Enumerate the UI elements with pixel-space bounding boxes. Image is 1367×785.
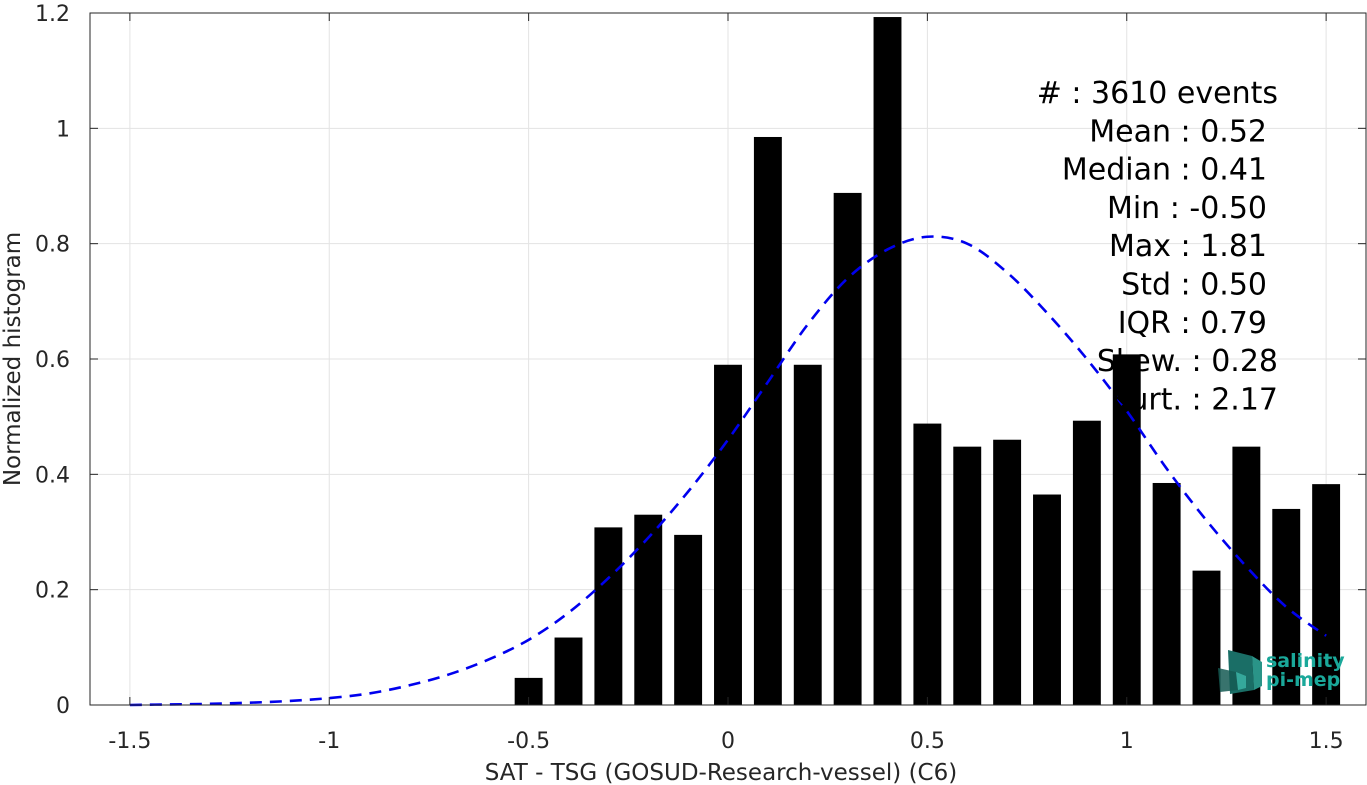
- bar-10: [913, 423, 942, 705]
- bar-12: [993, 439, 1022, 705]
- stats-line-3: Min : -0.50: [1107, 191, 1267, 226]
- x-tick-label-5: 1: [1120, 729, 1134, 754]
- y-axis-label: Normalized histogram: [0, 232, 26, 486]
- logo-cube-icon: [1218, 650, 1262, 694]
- stats-line-5: Std : 0.50: [1121, 268, 1267, 303]
- y-tick-label-2: 0.4: [35, 463, 70, 488]
- x-tick-label-6: 1.5: [1309, 729, 1344, 754]
- bar-7: [793, 364, 822, 705]
- stats-line-4: Max : 1.81: [1109, 229, 1267, 264]
- bar-2: [594, 527, 623, 705]
- logo-text-line1: salinity: [1266, 650, 1345, 672]
- bar-17: [1192, 570, 1221, 705]
- bar-13: [1033, 494, 1061, 705]
- y-tick-label-1: 0.2: [35, 579, 70, 604]
- y-tick-label-3: 0.6: [35, 348, 70, 373]
- bar-19: [1272, 508, 1301, 705]
- stats-line-8: Kurt. : 2.17: [1111, 382, 1278, 417]
- ticks: [90, 12, 1366, 706]
- bar-8: [833, 192, 862, 706]
- fit-curve-line: [129, 235, 1327, 707]
- x-tick-labels: -1.5 -1 -0.5 0 0.5 1 1.5: [108, 729, 1343, 754]
- bar-4: [674, 534, 703, 705]
- bar-5: [714, 364, 742, 705]
- bar-6: [753, 136, 782, 705]
- bar-9: [873, 17, 902, 705]
- x-tick-label-2: -0.5: [507, 729, 550, 754]
- bar-3: [634, 514, 663, 705]
- y-tick-label-6: 1.2: [35, 2, 70, 27]
- stats-line-2: Median : 0.41: [1062, 153, 1267, 188]
- bar-14: [1072, 420, 1101, 705]
- x-tick-label-4: 0.5: [910, 729, 945, 754]
- y-tick-label-4: 0.8: [35, 233, 70, 258]
- bar-11: [953, 446, 982, 705]
- x-tick-label-3: 0: [721, 729, 735, 754]
- x-tick-label-1: -1: [318, 729, 340, 754]
- y-tick-label-0: 0: [56, 694, 70, 719]
- y-tick-labels: 0 0.2 0.4 0.6 0.8 1 1.2: [35, 2, 70, 719]
- stats-line-1: Mean : 0.52: [1089, 114, 1267, 149]
- salinity-pimep-logo: salinity pi-mep: [1218, 650, 1345, 694]
- x-tick-label-0: -1.5: [108, 729, 151, 754]
- bar-16: [1152, 482, 1181, 705]
- x-axis-label: SAT - TSG (GOSUD-Research-vessel) (C6): [485, 760, 957, 785]
- bar-20: [1312, 484, 1341, 705]
- logo-text-line2: pi-mep: [1266, 669, 1340, 691]
- stats-line-7: Skew. : 0.28: [1097, 344, 1278, 379]
- stats-line-0: # : 3610 events: [1037, 76, 1278, 111]
- bar-1: [554, 637, 583, 705]
- stats-line-6: IQR : 0.79: [1118, 306, 1267, 341]
- y-tick-label-5: 1: [56, 117, 70, 142]
